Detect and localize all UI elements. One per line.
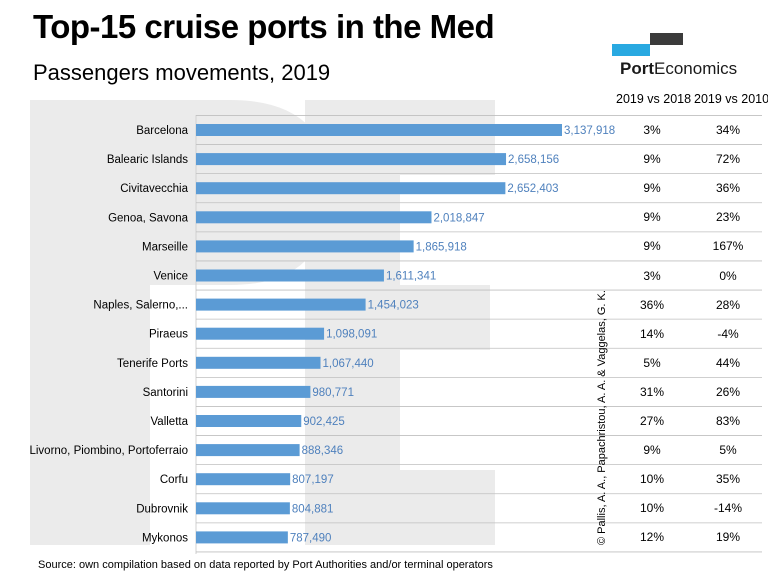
change-2018-cell: 36%: [639, 297, 665, 312]
bar: [196, 502, 290, 515]
bar: [196, 298, 366, 311]
category-label: Mykonos: [142, 532, 188, 544]
value-label: 2,018,847: [433, 212, 484, 224]
change-2018-cell: 9%: [643, 181, 661, 196]
value-label: 980,771: [312, 387, 354, 399]
value-label: 1,611,341: [386, 271, 436, 283]
bar: [196, 444, 300, 457]
change-2010-cell: 167%: [712, 239, 744, 254]
category-label: Venice: [153, 271, 188, 283]
logo-text: PortEconomics: [620, 59, 738, 78]
change-2010-cell: 28%: [715, 297, 741, 312]
category-label: Balearic Islands: [107, 154, 188, 166]
bar: [196, 269, 384, 282]
value-label: 902,425: [303, 416, 345, 428]
logo-blue-bar: [612, 44, 650, 56]
value-label: 1,454,023: [368, 300, 419, 312]
category-label: Genoa, Savona: [108, 212, 189, 224]
change-2018-cell: 9%: [643, 443, 661, 458]
change-2010-cell: -4%: [717, 326, 739, 341]
change-2010-cell: 44%: [715, 355, 741, 370]
change-2010-cell: 5%: [719, 443, 737, 458]
change-2018-cell: 31%: [639, 384, 665, 399]
change-2018-cell: 9%: [643, 210, 661, 225]
chart-subtitle: Passengers movements, 2019: [33, 60, 331, 85]
source-note: Source: own compilation based on data re…: [38, 559, 493, 571]
value-label: 807,197: [292, 474, 334, 486]
bar: [196, 531, 288, 544]
change-2010-cell: 83%: [715, 414, 741, 428]
category-label: Civitavecchia: [120, 183, 188, 195]
bar: [196, 211, 432, 224]
bar: [196, 385, 311, 398]
bar: [196, 473, 291, 486]
port-economics-logo: PortEconomics: [612, 33, 762, 83]
change-2018-cell: 10%: [639, 501, 665, 516]
bar: [196, 124, 562, 136]
column-header-2019-vs-2010: 2019 vs 2010: [694, 92, 768, 106]
category-label: Dubrovnik: [136, 503, 188, 515]
category-label: Livorno, Piombino, Portoferraio: [29, 445, 188, 457]
change-2010-cell: 26%: [715, 384, 741, 399]
value-label: 804,881: [292, 503, 334, 515]
chart-title: Top-15 cruise ports in the Med: [33, 8, 495, 45]
column-header-2019-vs-2018: 2019 vs 2018: [616, 92, 692, 106]
change-2010-cell: 36%: [715, 181, 741, 196]
change-2018-cell: 27%: [639, 414, 665, 428]
watermark-letter-p: [30, 100, 330, 545]
change-2018-cell: 9%: [643, 239, 661, 254]
bar: [196, 182, 506, 195]
value-label: 3,137,918: [564, 125, 615, 137]
change-2010-cell: 0%: [719, 268, 737, 283]
bar: [196, 415, 302, 427]
category-label: Santorini: [143, 387, 188, 399]
change-2010-cell: 34%: [715, 123, 741, 137]
category-label: Piraeus: [149, 329, 188, 341]
value-label: 888,346: [302, 445, 344, 457]
change-2010-cell: 23%: [715, 210, 741, 225]
category-label: Tenerife Ports: [117, 358, 188, 370]
watermark-letter-e: [305, 100, 495, 545]
change-2018-cell: 12%: [639, 530, 665, 545]
change-2010-cell: 35%: [715, 472, 741, 487]
copyright-note: © Pallis, A. A., Papachristou, A. A. & V…: [596, 290, 608, 545]
bar: [196, 327, 325, 340]
bar: [196, 240, 414, 253]
logo-dark-bar: [650, 33, 683, 45]
change-2018-cell: 14%: [639, 326, 665, 341]
change-2018-cell: 3%: [643, 268, 661, 283]
value-label: 2,652,403: [507, 183, 558, 195]
category-label: Barcelona: [136, 125, 188, 137]
category-label: Marseille: [142, 241, 188, 253]
value-label: 1,098,091: [326, 329, 377, 341]
change-2018-cell: 5%: [643, 355, 661, 370]
change-2010-cell: -14%: [713, 501, 742, 516]
value-label: 1,067,440: [323, 358, 374, 370]
category-label: Valletta: [150, 416, 188, 428]
category-label: Naples, Salerno,...: [93, 300, 188, 312]
value-label: 787,490: [290, 532, 332, 544]
bar: [196, 356, 321, 369]
change-2010-cell: 19%: [715, 530, 741, 545]
change-2018-cell: 3%: [643, 123, 661, 137]
change-2010-cell: 72%: [715, 152, 741, 167]
value-label: 1,865,918: [416, 241, 467, 253]
bar: [196, 153, 507, 166]
change-2018-cell: 10%: [639, 472, 665, 487]
change-2018-cell: 9%: [643, 152, 661, 167]
category-label: Corfu: [160, 474, 188, 486]
value-label: 2,658,156: [508, 154, 559, 166]
